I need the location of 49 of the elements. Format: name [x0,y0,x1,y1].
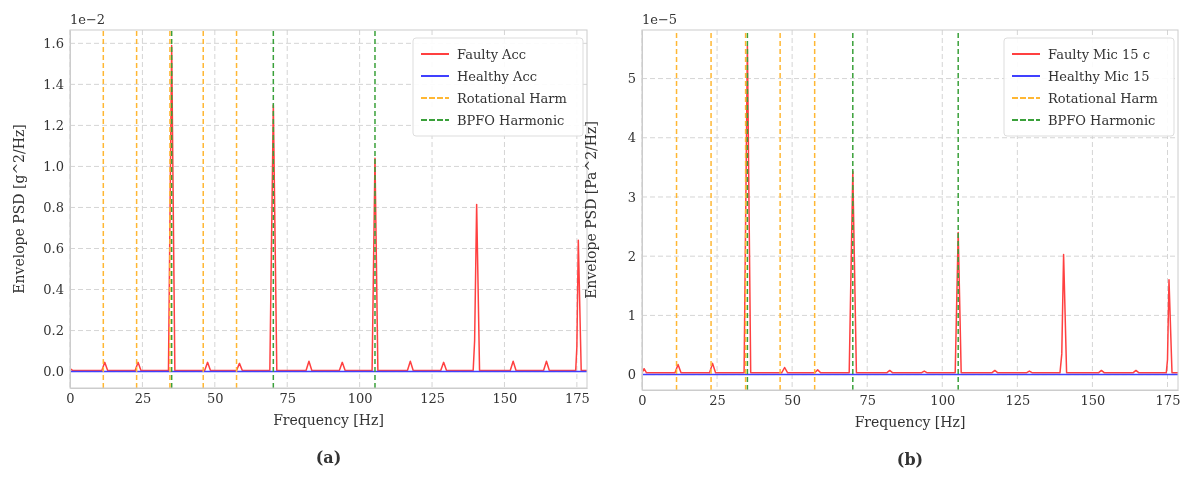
text: 1e−5 [642,12,678,27]
y-tick-label: 1.2 [43,118,64,134]
y-tick-label: 0.4 [43,282,64,298]
y-tick-label: 1.6 [43,36,64,51]
y-tick-label: 5 [627,71,636,87]
y-tick-label: 1.0 [43,159,64,175]
y-tick-label: 1 [627,308,636,324]
y-tick-label: 0.2 [43,323,64,339]
x-tick-label: 0 [66,391,75,407]
x-tick-label: 50 [207,391,224,407]
x-tick-label: 150 [492,391,518,407]
legend-label: Rotational Harm [1048,90,1158,106]
x-tick-label: 125 [1005,393,1031,409]
legend-label: Healthy Acc [457,68,537,84]
x-tick-label: 100 [347,391,373,407]
legend-label: BPFO Harmonic [457,112,565,128]
y-tick-label: 4 [627,130,636,146]
line-series [70,44,587,372]
y-tick-label: 0 [627,367,636,383]
x-tick-label: 150 [1080,393,1106,409]
x-tick-label: 25 [709,393,726,409]
y-tick-label: 0.6 [43,241,64,257]
x-tick-label: 175 [564,391,590,407]
legend-label: Healthy Mic 15 [1048,68,1150,84]
text: 1e−2 [70,12,106,27]
y-tick-label: 3 [627,189,636,205]
text: (a) [315,448,342,467]
x-tick-label: 75 [279,391,296,407]
x-tick-label: 75 [859,393,876,409]
y-tick-label: 1.4 [43,77,64,93]
x-axis-title: Frequency [Hz] [273,412,384,428]
y-tick-label: 2 [627,248,636,264]
legend-label: Rotational Harm [457,90,567,106]
y-axis-title: Envelope PSD [g^2/Hz] [11,124,27,294]
x-tick-label: 0 [638,393,647,409]
x-tick-label: 25 [134,391,152,407]
line-series [642,45,1178,374]
y-axis-title: Envelope PSD [Pa^2/Hz] [583,121,599,299]
x-tick-label: 125 [420,391,445,407]
legend-label: Faulty Mic 15 c [1048,46,1150,62]
y-tick-label: 0.0 [43,364,64,380]
x-tick-label: 175 [1155,393,1181,409]
x-tick-label: 50 [784,393,801,409]
text: (b) [896,450,924,469]
y-tick-label: 0.8 [43,200,64,216]
legend-label: BPFO Harmonic [1048,112,1156,128]
x-tick-label: 100 [930,393,956,409]
legend-label: Faulty Acc [457,46,527,62]
x-axis-title: Frequency [Hz] [854,414,966,430]
